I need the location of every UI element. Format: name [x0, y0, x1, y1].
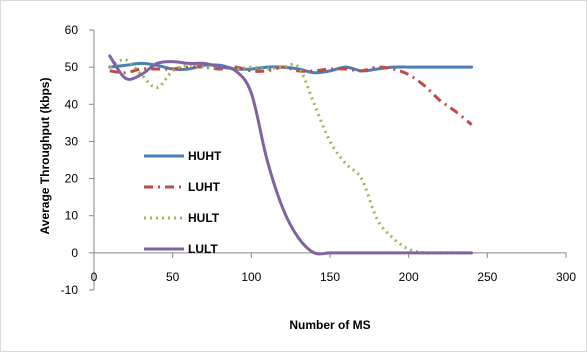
- legend: HUHT LUHT HULT LULT: [144, 149, 222, 256]
- x-tick-label: 50: [166, 270, 180, 284]
- plot-series: [108, 54, 474, 256]
- series-line-lult: [108, 54, 474, 256]
- x-tick-label: 0: [91, 270, 98, 284]
- series-line-luht: [109, 65, 473, 126]
- x-tick-label: 150: [320, 270, 340, 284]
- legend-label-luht: LUHT: [188, 180, 221, 194]
- y-axis-title: Average Throughput (kbps): [38, 78, 52, 235]
- x-axis-title: Number of MS: [289, 318, 370, 332]
- legend-label-lult: LULT: [188, 242, 218, 256]
- axes: -10 0 10 20 30 40 50 60 0 50 100 150 200 250 300: [61, 23, 577, 297]
- y-tick-label: 50: [65, 60, 79, 74]
- y-tick-label: 20: [65, 172, 79, 186]
- y-tick-label: 40: [65, 97, 79, 111]
- x-tick-label: 200: [399, 270, 419, 284]
- y-tick-label: -10: [61, 283, 79, 297]
- y-tick-label: 10: [65, 209, 79, 223]
- legend-label-huht: HUHT: [188, 149, 222, 163]
- y-tick-label: 60: [65, 23, 79, 37]
- x-tick-label: 250: [477, 270, 497, 284]
- x-tick-label: 300: [556, 270, 576, 284]
- y-tick-label: 0: [71, 246, 78, 260]
- legend-label-hult: HULT: [188, 211, 220, 225]
- y-tick-label: 30: [65, 134, 79, 148]
- x-tick-label: 100: [241, 270, 261, 284]
